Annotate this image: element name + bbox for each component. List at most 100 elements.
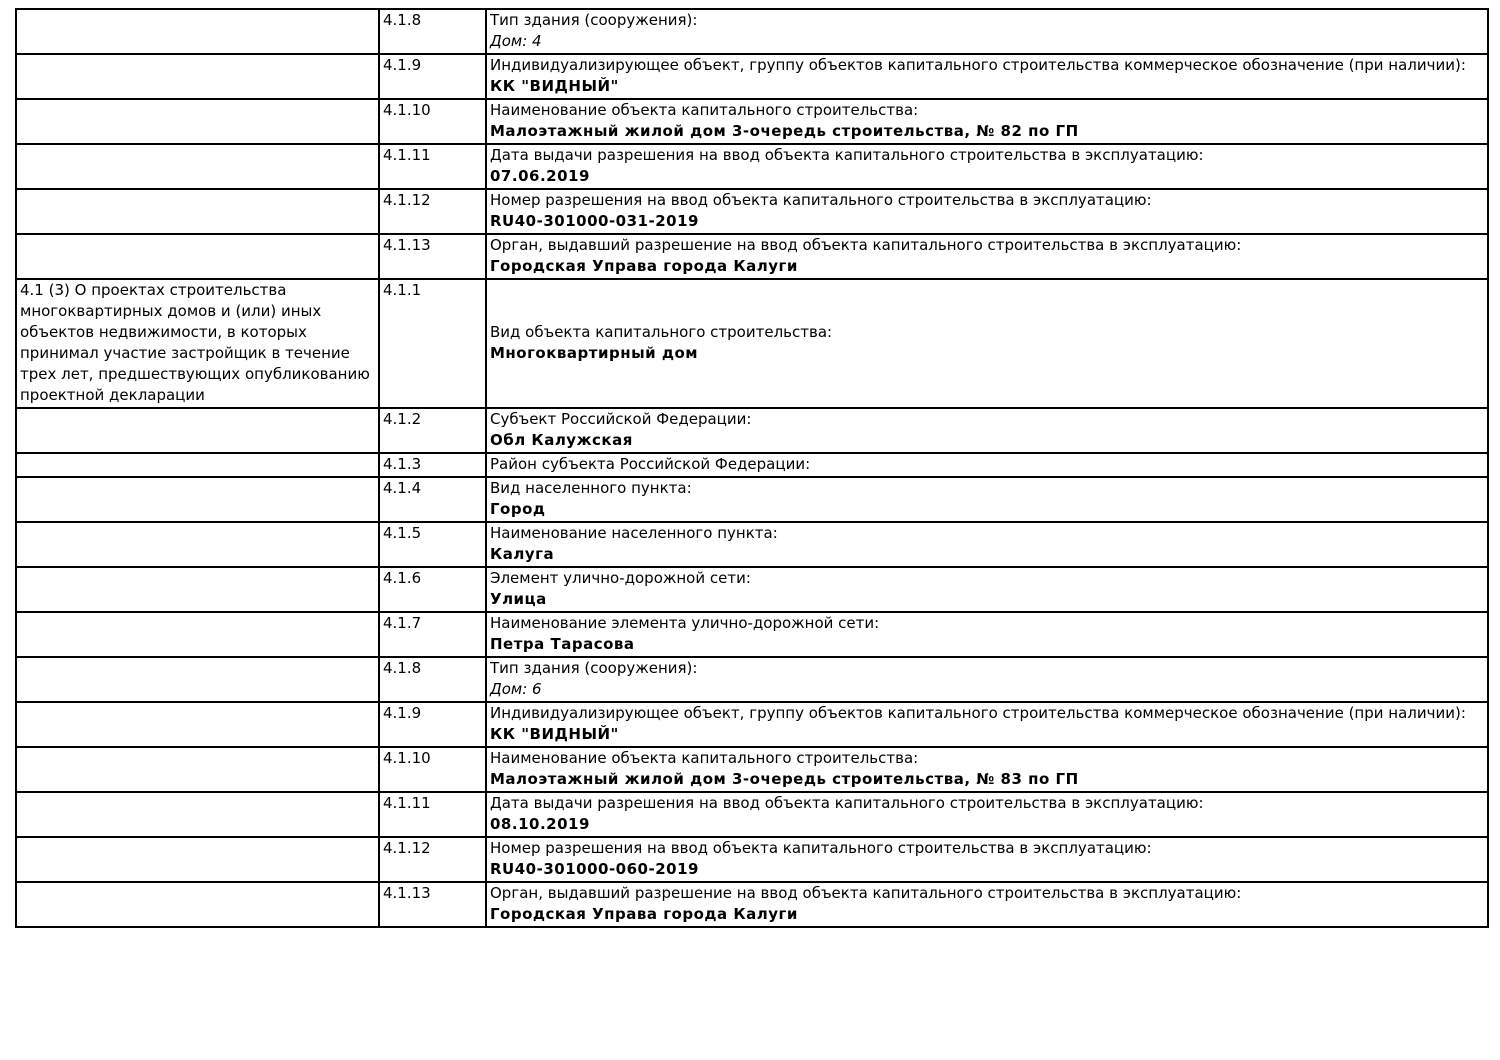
- row-number-cell: 4.1.13: [378, 233, 487, 280]
- table-row: 4.1.4 Вид населенного пункта: Город: [15, 476, 1489, 523]
- field-label: Вид населенного пункта:: [490, 479, 692, 497]
- row-number-cell: 4.1.10: [378, 98, 487, 145]
- row-number-cell: 4.1.12: [378, 188, 487, 235]
- section-cell: [15, 233, 380, 280]
- section-cell: [15, 98, 380, 145]
- content-cell: Тип здания (сооружения): Дом: 4: [485, 8, 1489, 55]
- field-label: Наименование элемента улично-дорожной се…: [490, 614, 880, 632]
- field-label: Индивидуализирующее объект, группу объек…: [490, 704, 1466, 722]
- section-cell: [15, 611, 380, 658]
- table-row: 4.1.11 Дата выдачи разрешения на ввод об…: [15, 791, 1489, 838]
- row-number: 4.1.3: [383, 455, 422, 473]
- row-number: 4.1.2: [383, 410, 422, 428]
- row-number: 4.1.9: [383, 704, 422, 722]
- table-row: 4.1.12 Номер разрешения на ввод объекта …: [15, 188, 1489, 235]
- row-number-cell: 4.1.8: [378, 656, 487, 703]
- field-value: Калуга: [490, 545, 555, 563]
- row-number-cell: 4.1.7: [378, 611, 487, 658]
- table-row: 4.1.13 Орган, выдавший разрешение на вво…: [15, 881, 1489, 928]
- table-row: 4.1.10 Наименование объекта капитального…: [15, 746, 1489, 793]
- content-cell: Орган, выдавший разрешение на ввод объек…: [485, 881, 1489, 928]
- row-number: 4.1.5: [383, 524, 422, 542]
- field-label: Наименование объекта капитального строит…: [490, 749, 919, 767]
- row-number: 4.1.12: [383, 191, 431, 209]
- table-row: 4.1 (3) О проектах строительства многокв…: [15, 278, 1489, 409]
- table-row: 4.1.6 Элемент улично-дорожной сети: Улиц…: [15, 566, 1489, 613]
- section-cell: [15, 8, 380, 55]
- section-cell: [15, 746, 380, 793]
- declaration-table: 4.1.8 Тип здания (сооружения): Дом: 4 4.…: [15, 8, 1489, 928]
- field-label: Тип здания (сооружения):: [490, 659, 698, 677]
- field-label: Тип здания (сооружения):: [490, 11, 698, 29]
- table-row: 4.1.13 Орган, выдавший разрешение на вво…: [15, 233, 1489, 280]
- section-cell: [15, 656, 380, 703]
- content-cell: Вид населенного пункта: Город: [485, 476, 1489, 523]
- section-cell: [15, 452, 380, 478]
- content-cell: Элемент улично-дорожной сети: Улица: [485, 566, 1489, 613]
- row-number: 4.1.1: [383, 281, 422, 299]
- content-cell: Тип здания (сооружения): Дом: 6: [485, 656, 1489, 703]
- section-cell: [15, 188, 380, 235]
- section-cell: [15, 701, 380, 748]
- row-number-cell: 4.1.3: [378, 452, 487, 478]
- field-label: Район субъекта Российской Федерации:: [490, 455, 811, 473]
- row-number: 4.1.4: [383, 479, 422, 497]
- field-label: Орган, выдавший разрешение на ввод объек…: [490, 236, 1242, 254]
- row-number: 4.1.10: [383, 749, 431, 767]
- content-cell: Номер разрешения на ввод объекта капитал…: [485, 188, 1489, 235]
- field-value: Улица: [490, 590, 547, 608]
- field-label: Номер разрешения на ввод объекта капитал…: [490, 839, 1152, 857]
- field-value: КК "ВИДНЫЙ": [490, 77, 619, 95]
- field-label: Номер разрешения на ввод объекта капитал…: [490, 191, 1152, 209]
- field-value: 08.10.2019: [490, 815, 590, 833]
- field-label: Индивидуализирующее объект, группу объек…: [490, 56, 1466, 74]
- content-cell: Наименование объекта капитального строит…: [485, 746, 1489, 793]
- field-label: Вид объекта капитального строительства:: [490, 323, 833, 341]
- table-row: 4.1.7 Наименование элемента улично-дорож…: [15, 611, 1489, 658]
- field-value: КК "ВИДНЫЙ": [490, 725, 619, 743]
- section-cell: 4.1 (3) О проектах строительства многокв…: [15, 278, 380, 409]
- row-number: 4.1.7: [383, 614, 422, 632]
- field-label: Дата выдачи разрешения на ввод объекта к…: [490, 146, 1204, 164]
- section-description: 4.1 (3) О проектах строительства многокв…: [20, 281, 370, 404]
- row-number-cell: 4.1.4: [378, 476, 487, 523]
- table-row: 4.1.8 Тип здания (сооружения): Дом: 6: [15, 656, 1489, 703]
- content-cell: Индивидуализирующее объект, группу объек…: [485, 53, 1489, 100]
- section-cell: [15, 407, 380, 454]
- row-number: 4.1.12: [383, 839, 431, 857]
- content-cell: Наименование населенного пункта: Калуга: [485, 521, 1489, 568]
- section-cell: [15, 476, 380, 523]
- row-number-cell: 4.1.13: [378, 881, 487, 928]
- field-label: Наименование объекта капитального строит…: [490, 101, 919, 119]
- table-row: 4.1.5 Наименование населенного пункта: К…: [15, 521, 1489, 568]
- field-label: Субъект Российской Федерации:: [490, 410, 752, 428]
- field-label: Дата выдачи разрешения на ввод объекта к…: [490, 794, 1204, 812]
- row-number: 4.1.13: [383, 236, 431, 254]
- field-label: Элемент улично-дорожной сети:: [490, 569, 751, 587]
- section-cell: [15, 143, 380, 190]
- content-cell: Дата выдачи разрешения на ввод объекта к…: [485, 791, 1489, 838]
- row-number: 4.1.6: [383, 569, 422, 587]
- row-number-cell: 4.1.8: [378, 8, 487, 55]
- content-cell: Номер разрешения на ввод объекта капитал…: [485, 836, 1489, 883]
- content-cell: Район субъекта Российской Федерации:: [485, 452, 1489, 478]
- row-number: 4.1.9: [383, 56, 422, 74]
- section-cell: [15, 53, 380, 100]
- declaration-table-body: 4.1.8 Тип здания (сооружения): Дом: 4 4.…: [15, 8, 1489, 928]
- field-value: Петра Тарасова: [490, 635, 635, 653]
- field-value: RU40-301000-060-2019: [490, 860, 699, 878]
- section-cell: [15, 881, 380, 928]
- row-number: 4.1.8: [383, 11, 422, 29]
- table-row: 4.1.3 Район субъекта Российской Федераци…: [15, 452, 1489, 478]
- field-value: Малоэтажный жилой дом 3-очередь строител…: [490, 770, 1079, 788]
- field-label: Наименование населенного пункта:: [490, 524, 778, 542]
- row-number-cell: 4.1.11: [378, 791, 487, 838]
- row-number-cell: 4.1.12: [378, 836, 487, 883]
- section-cell: [15, 566, 380, 613]
- row-number-cell: 4.1.10: [378, 746, 487, 793]
- row-number-cell: 4.1.6: [378, 566, 487, 613]
- section-cell: [15, 791, 380, 838]
- row-number: 4.1.8: [383, 659, 422, 677]
- row-number-cell: 4.1.2: [378, 407, 487, 454]
